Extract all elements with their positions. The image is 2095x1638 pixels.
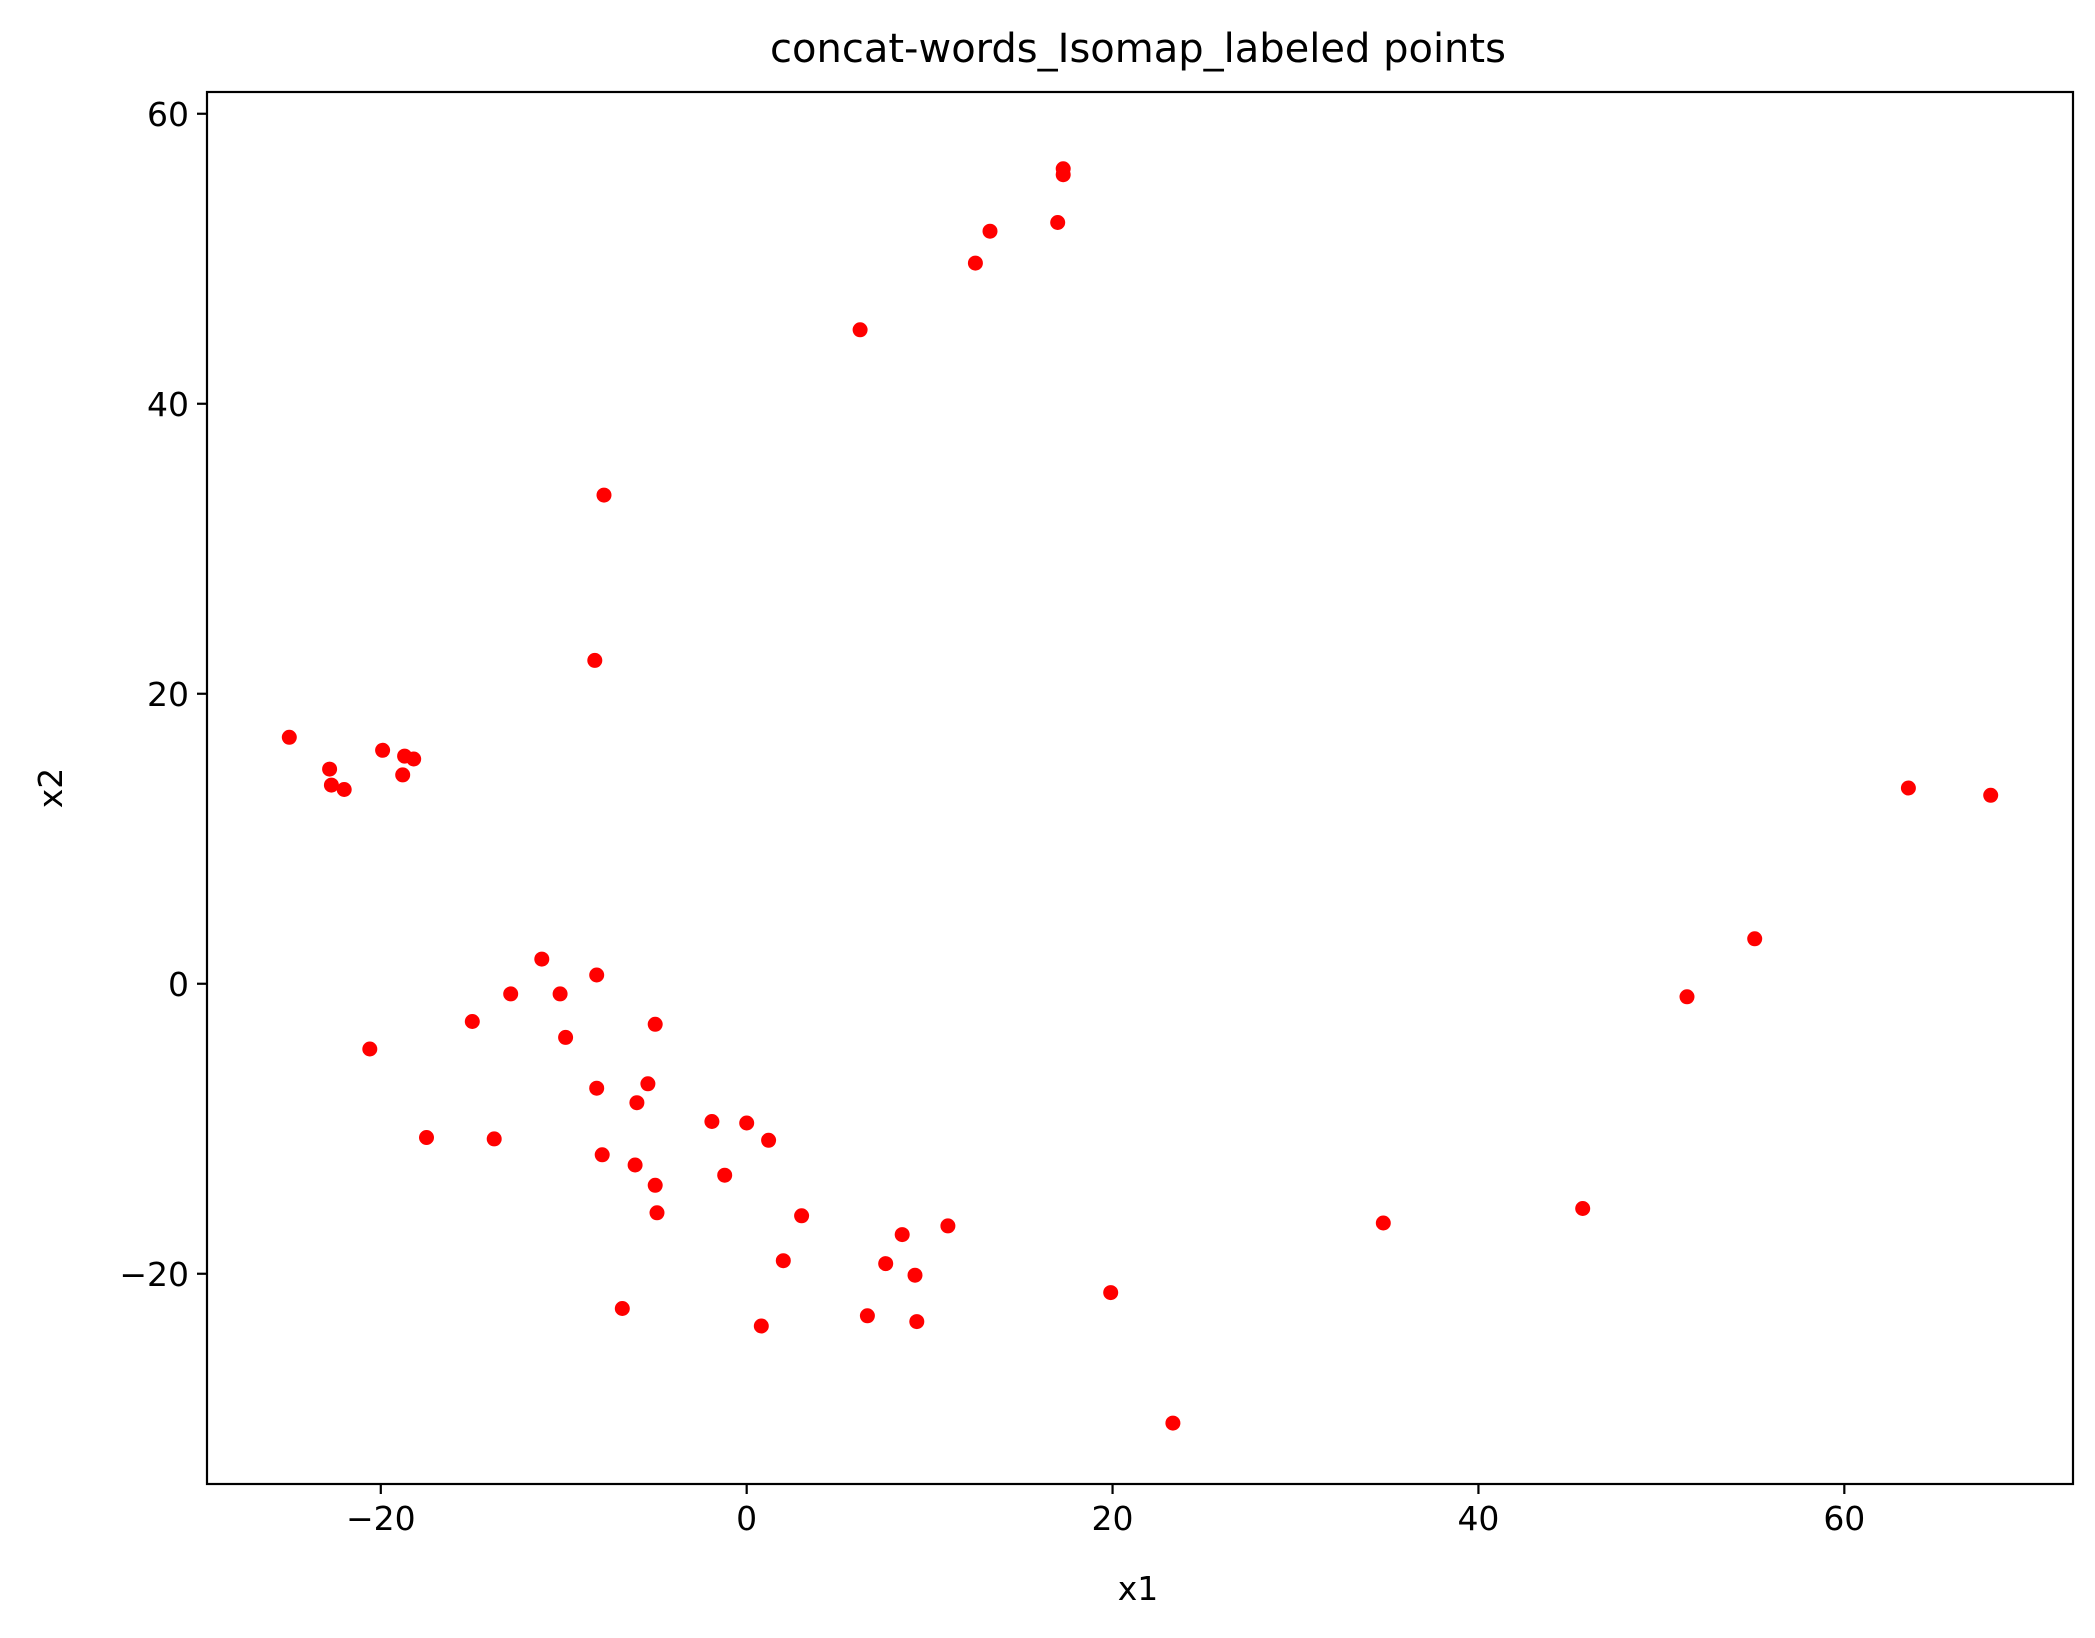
y-tick-label: 20 — [147, 675, 189, 714]
data-point-18 — [1747, 931, 1763, 947]
data-point-49 — [1103, 1285, 1119, 1301]
plot-points — [281, 161, 1999, 1431]
y-tick-label: −20 — [119, 1255, 189, 1294]
data-point-11 — [406, 751, 422, 767]
x-axis-label: x1 — [1118, 1569, 1159, 1608]
data-point-37 — [627, 1157, 643, 1173]
plot-frame — [205, 90, 2075, 1486]
data-point-39 — [647, 1177, 663, 1193]
data-point-4 — [967, 255, 983, 271]
data-point-45 — [878, 1256, 894, 1272]
y-axis-label: x2 — [31, 768, 70, 809]
data-point-17 — [1983, 787, 1999, 803]
data-point-30 — [629, 1095, 645, 1111]
data-point-52 — [909, 1314, 925, 1330]
data-point-8 — [281, 729, 297, 745]
data-point-51 — [859, 1308, 875, 1324]
y-tick-label: 60 — [147, 95, 189, 134]
data-point-6 — [596, 487, 612, 503]
data-point-33 — [761, 1132, 777, 1148]
data-point-46 — [907, 1267, 923, 1283]
data-point-43 — [894, 1227, 910, 1243]
data-point-21 — [589, 967, 605, 983]
data-point-1 — [1055, 167, 1071, 183]
data-point-3 — [982, 223, 998, 239]
data-point-12 — [322, 761, 338, 777]
data-point-7 — [587, 652, 603, 668]
data-point-48 — [1575, 1201, 1591, 1216]
data-point-26 — [558, 1029, 574, 1045]
data-point-50 — [614, 1301, 630, 1316]
data-point-44 — [775, 1253, 791, 1269]
data-point-22 — [503, 986, 519, 1002]
chart-title: concat-words_Isomap_labeled points — [770, 26, 1506, 72]
data-point-19 — [1679, 989, 1695, 1005]
data-point-42 — [940, 1218, 956, 1234]
data-point-24 — [464, 1014, 480, 1029]
x-tick-label: 20 — [1092, 1499, 1134, 1538]
data-point-53 — [753, 1318, 769, 1334]
data-point-36 — [594, 1147, 610, 1163]
data-point-32 — [739, 1115, 755, 1131]
data-point-16 — [1900, 780, 1916, 796]
data-point-2 — [1050, 215, 1066, 230]
data-point-25 — [647, 1016, 663, 1032]
data-point-5 — [852, 322, 868, 338]
data-point-31 — [704, 1114, 720, 1129]
data-point-20 — [534, 951, 550, 967]
x-tick-label: 0 — [736, 1499, 757, 1538]
data-point-29 — [640, 1076, 656, 1092]
data-point-40 — [649, 1205, 665, 1221]
data-point-14 — [323, 777, 339, 793]
x-tick-label: −20 — [346, 1499, 416, 1538]
data-point-35 — [486, 1131, 502, 1147]
data-point-13 — [395, 767, 411, 783]
y-tick-label: 40 — [147, 385, 189, 424]
y-tick-label: 0 — [168, 965, 189, 1004]
data-point-47 — [1375, 1215, 1391, 1231]
y-axis-ticks: −20 0 20 40 60 — [119, 95, 207, 1294]
data-point-27 — [362, 1041, 378, 1057]
x-tick-label: 40 — [1457, 1499, 1499, 1538]
data-point-38 — [717, 1167, 733, 1183]
data-point-54 — [1165, 1415, 1181, 1431]
data-point-41 — [794, 1208, 810, 1224]
data-point-9 — [375, 742, 391, 758]
data-point-23 — [552, 986, 568, 1002]
data-point-15 — [336, 782, 352, 797]
data-point-28 — [589, 1080, 605, 1096]
x-axis-ticks: −20 0 20 40 60 — [346, 1484, 1865, 1538]
data-point-34 — [419, 1130, 434, 1145]
x-tick-label: 60 — [1823, 1499, 1865, 1538]
